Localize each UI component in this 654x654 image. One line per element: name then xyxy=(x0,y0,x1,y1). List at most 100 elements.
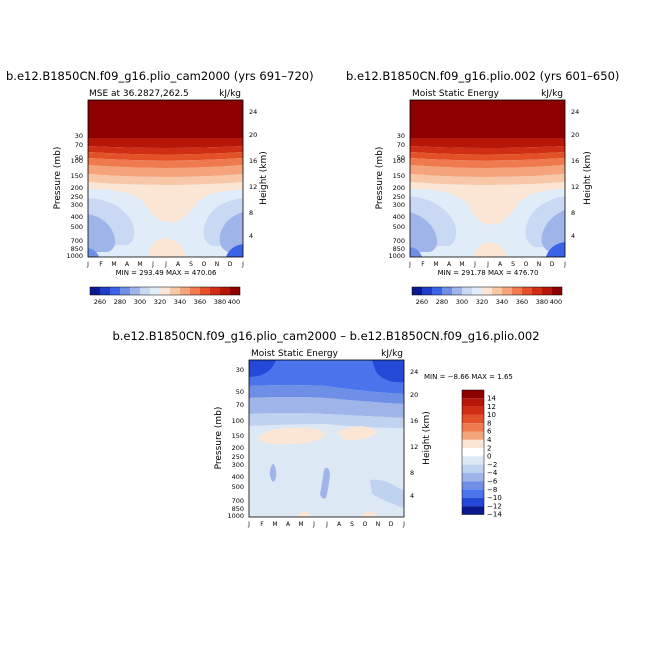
colorbar-label: 300 xyxy=(456,298,468,306)
panel-2-ytick-right: 16 xyxy=(571,157,579,165)
panel-2-ytick: 150 xyxy=(393,172,405,180)
panel-2-ytick-right: 20 xyxy=(571,131,579,139)
panel-2-ytick: 30 xyxy=(397,132,405,140)
panel-1-ytick-right: 4 xyxy=(249,232,253,240)
colorbar-label: 280 xyxy=(114,298,126,306)
panel-2-xtick: A xyxy=(498,261,503,268)
colorbar-swatch xyxy=(462,414,484,424)
panel-1-xtick: F xyxy=(99,261,103,268)
panel-3-ytick-right: 4 xyxy=(410,492,414,500)
panel-3-xtick: A xyxy=(337,521,342,528)
panel-3-ytick: 100 xyxy=(232,417,244,425)
panel-3-ytick: 50 xyxy=(236,388,244,396)
panel-1-xtick: N xyxy=(215,261,220,268)
colorbar-label: 360 xyxy=(516,298,528,306)
panel-1-y-ticks-right: 24 20 16 12 8 4 xyxy=(249,108,257,240)
panel-3-subtitle: Moist Static Energy xyxy=(251,349,339,359)
colorbar-swatch xyxy=(180,287,190,295)
panel-3-ytick: 300 xyxy=(232,461,244,469)
panel-3-top-dark-left xyxy=(249,360,276,377)
panel-1-ytick: 30 xyxy=(75,132,83,140)
panel-3-top-dark-right xyxy=(372,360,404,383)
panel-1-ytick: 300 xyxy=(71,201,83,209)
panel-3-xtick: A xyxy=(286,521,291,528)
panel-3-xtick: O xyxy=(363,521,368,528)
panel-2-xtick: F xyxy=(421,261,425,268)
colorbar-label: −12 xyxy=(487,502,502,510)
panel-3-xtick: D xyxy=(389,521,394,528)
panel-1-xtick: A xyxy=(176,261,181,268)
colorbar-swatch xyxy=(412,287,422,295)
panel-3-ytick-right: 24 xyxy=(410,368,418,376)
panel-3-ytick-right: 8 xyxy=(410,469,414,477)
panel-3-warm-right xyxy=(338,426,377,440)
panel-1-ytick-right: 20 xyxy=(249,131,257,139)
colorbar-label: 0 xyxy=(487,453,491,461)
panel-3-xtick: J xyxy=(312,521,315,528)
panel-2-band-6 xyxy=(410,174,565,185)
panel-3-ytick: 150 xyxy=(232,432,244,440)
panel-2-ytick-right: 4 xyxy=(571,232,575,240)
colorbar-swatch xyxy=(532,287,542,295)
colorbar-frame xyxy=(461,389,485,515)
panel-1: b.e12.B1850CN.f09_g16.plio_cam2000 (yrs … xyxy=(6,69,314,306)
panel-1-ytick-right: 24 xyxy=(249,108,257,116)
panel-3-y-ticks-right: 24 20 16 12 8 4 xyxy=(410,368,418,500)
panel-1-warm-tongue xyxy=(88,182,243,223)
colorbar-label: 380 xyxy=(536,298,548,306)
panel-3-ytick: 850 xyxy=(232,505,244,513)
panel-3-ytick: 400 xyxy=(232,473,244,481)
colorbar-swatch xyxy=(110,287,120,295)
panel-2-ytick: 850 xyxy=(393,245,405,253)
colorbar-label: 320 xyxy=(476,298,488,306)
panel-2-band-2 xyxy=(410,146,565,155)
panel-1-stats: MIN = 293.49 MAX = 470.06 xyxy=(116,269,217,277)
colorbar-swatch xyxy=(130,287,140,295)
panel-1-blue-corner-left xyxy=(88,248,99,257)
colorbar-label: 340 xyxy=(496,298,508,306)
panel-2-ytick: 400 xyxy=(393,213,405,221)
panel-1-band-upper xyxy=(88,138,243,148)
panel-3-xtick: S xyxy=(350,521,354,528)
panel-1-cool-right-2 xyxy=(219,212,243,252)
panel-2-band-3 xyxy=(410,152,565,161)
panel-1-ytick: 100 xyxy=(71,157,83,165)
colorbar-label: 6 xyxy=(487,428,492,436)
panel-2-blue-corner xyxy=(546,242,565,257)
colorbar-label: 400 xyxy=(550,298,562,306)
panel-2-y-ticks-right: 24 20 16 12 8 4 xyxy=(571,108,579,240)
panel-2-warm-bottom xyxy=(474,242,508,257)
panel-3-ytick-right: 16 xyxy=(410,417,418,425)
panel-2-xtick: M xyxy=(459,261,464,268)
colorbar-swatch xyxy=(462,481,484,490)
colorbar-swatch xyxy=(462,473,484,482)
colorbar-label: −6 xyxy=(487,478,498,486)
panel-3-band-4 xyxy=(249,413,404,428)
colorbar-label: 14 xyxy=(487,395,496,403)
panel-2-ytick: 100 xyxy=(393,157,405,165)
panel-2-frame xyxy=(409,99,566,258)
colorbar-swatch xyxy=(442,287,452,295)
panel-2-ytick: 500 xyxy=(393,223,405,231)
panel-1-ytick-right: 12 xyxy=(249,183,257,191)
colorbar-swatch xyxy=(100,287,110,295)
colorbar-swatch xyxy=(522,287,532,295)
panel-3-ytick: 70 xyxy=(236,401,244,409)
colorbar-swatch xyxy=(542,287,552,295)
panel-3-cool-blob-2 xyxy=(320,467,330,499)
panel-3-ytick-right: 20 xyxy=(410,391,418,399)
panel-3-xtick: M xyxy=(272,521,277,528)
colorbar-label: 320 xyxy=(154,298,166,306)
panel-2-cool-left-2 xyxy=(410,212,438,252)
colorbar-label: 8 xyxy=(487,419,491,427)
panel-1-ytick: 1000 xyxy=(66,252,83,260)
panel-3-title: b.e12.B1850CN.f09_g16.plio_cam2000 – b.e… xyxy=(112,329,539,343)
panel-2-title: b.e12.B1850CN.f09_g16.plio.002 (yrs 601–… xyxy=(346,69,619,83)
panel-2-stats: MIN = 291.78 MAX = 476.70 xyxy=(438,269,539,277)
colorbar-label: 340 xyxy=(174,298,186,306)
panel-1-band-5 xyxy=(88,165,243,177)
colorbar-swatch xyxy=(482,287,492,295)
colorbar-label: 10 xyxy=(487,411,496,419)
panel-2-xtick: J xyxy=(408,261,411,268)
panel-3-xtick: M xyxy=(298,521,303,528)
